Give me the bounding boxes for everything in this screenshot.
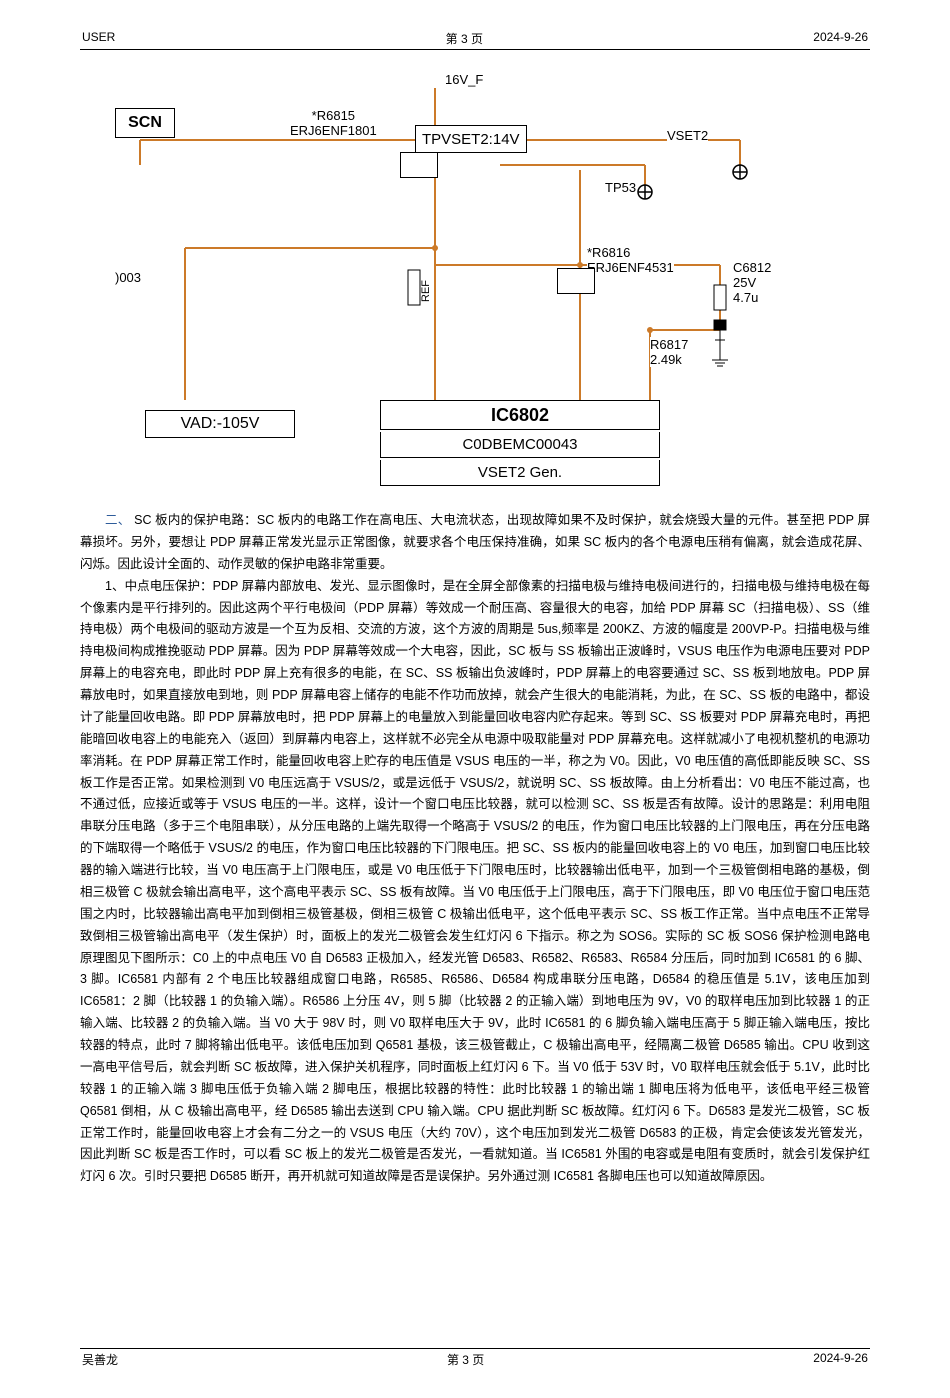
box-vad: VAD:-105V xyxy=(145,410,295,438)
label-r6817: R6817 2.49k xyxy=(650,337,688,367)
header-center: 第 3 页 xyxy=(446,30,483,47)
label-c6812: C6812 25V 4.7u xyxy=(733,260,771,305)
footer-left: 吴善龙 xyxy=(82,1351,118,1368)
label-ref: REF xyxy=(420,280,432,302)
section-number: 二、 xyxy=(105,513,130,527)
box-ic6802: IC6802 xyxy=(380,400,660,430)
box-ic-part: C0DBEMC00043 xyxy=(380,432,660,458)
box-r6815-sym xyxy=(400,152,438,178)
header-divider xyxy=(80,49,870,50)
label-x003: )003 xyxy=(115,270,141,285)
item1-body: 中点电压保护：PDP 屏幕内部放电、发光、显示图像时，是在全屏全部像素的扫描电极… xyxy=(80,579,870,1184)
label-r6816: *R6816 ERJ6ENF4531 xyxy=(587,245,674,275)
header-left: USER xyxy=(82,30,115,47)
footer-right: 2024-9-26 xyxy=(813,1351,868,1368)
label-vset2: VSET2 xyxy=(667,128,708,143)
box-tpvset: TPVSET2:14V xyxy=(415,125,527,153)
footer-divider xyxy=(80,1348,870,1349)
box-scn: SCN xyxy=(115,108,175,138)
circuit-diagram: 16V_F SCN *R6815 ERJ6ENF1801 TPVSET2:14V… xyxy=(115,70,835,490)
box-vset-gen: VSET2 Gen. xyxy=(380,460,660,486)
header-right: 2024-9-26 xyxy=(813,30,868,47)
footer-center: 第 3 页 xyxy=(447,1351,484,1368)
label-16vf: 16V_F xyxy=(445,72,483,87)
label-r6815: *R6815 ERJ6ENF1801 xyxy=(290,108,377,138)
box-r6816-sym xyxy=(557,268,595,294)
item1-number: 1、 xyxy=(105,579,125,593)
section-intro: SC 板内的保护电路：SC 板内的电路工作在高电压、大电流状态，出现故障如果不及… xyxy=(80,513,870,571)
label-tp53: TP53 xyxy=(605,180,636,195)
body-text: 二、 SC 板内的保护电路：SC 板内的电路工作在高电压、大电流状态，出现故障如… xyxy=(80,510,870,1188)
